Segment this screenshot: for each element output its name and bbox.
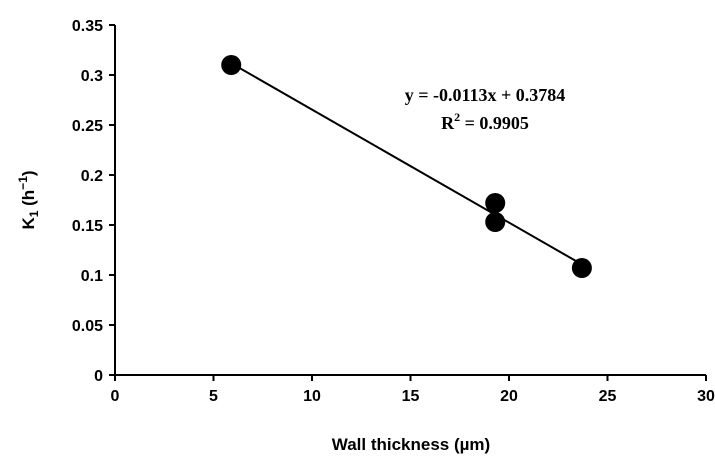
x-tick-label: 0 <box>111 388 120 405</box>
y-axis-title-unit-superscript: −1 <box>16 176 30 190</box>
y-axis-title: K1 (h−1) <box>16 170 41 229</box>
chart-axes <box>114 25 706 376</box>
y-tick-label: 0.2 <box>81 168 103 185</box>
y-axis-ticks: 0 0.05 0.1 0.15 0.2 0.25 0.3 0.35 <box>72 18 115 385</box>
data-point <box>485 193 506 213</box>
y-tick-label: 0.05 <box>72 318 103 335</box>
y-tick-label: 0.3 <box>81 68 103 85</box>
trendline-equation: y = -0.0113x + 0.3784 <box>405 85 566 105</box>
data-points <box>221 55 592 278</box>
x-tick-label: 25 <box>599 388 617 405</box>
data-point <box>571 258 592 278</box>
x-tick-label: 10 <box>303 388 321 405</box>
y-axis-title-unit: (h <box>19 190 38 211</box>
y-tick-label: 0.25 <box>72 118 103 135</box>
x-tick-label: 15 <box>402 388 420 405</box>
x-tick-label: 20 <box>500 388 518 405</box>
y-tick-label: 0.15 <box>72 218 103 235</box>
r-squared-value: = 0.9905 <box>460 113 529 133</box>
y-tick-label: 0.1 <box>81 268 103 285</box>
x-tick-label: 30 <box>697 388 715 405</box>
y-tick-label: 0 <box>94 368 103 385</box>
x-axis-ticks: 0 5 10 15 20 25 30 <box>111 375 715 405</box>
r-squared-prefix: R <box>441 113 455 133</box>
y-axis-title-unit-close: ) <box>19 170 38 176</box>
data-point <box>485 212 506 232</box>
data-point <box>221 55 242 75</box>
y-tick-label: 0.35 <box>72 18 103 35</box>
trendline <box>230 62 583 266</box>
y-axis-title-subscript: 1 <box>27 210 41 217</box>
y-axis-title-base: K <box>19 217 38 230</box>
x-axis-title: Wall thickness (µm) <box>332 435 490 454</box>
x-tick-label: 5 <box>209 388 218 405</box>
r-squared-label: R2 = 0.9905 <box>441 110 529 133</box>
r-squared-superscript: 2 <box>454 110 460 124</box>
